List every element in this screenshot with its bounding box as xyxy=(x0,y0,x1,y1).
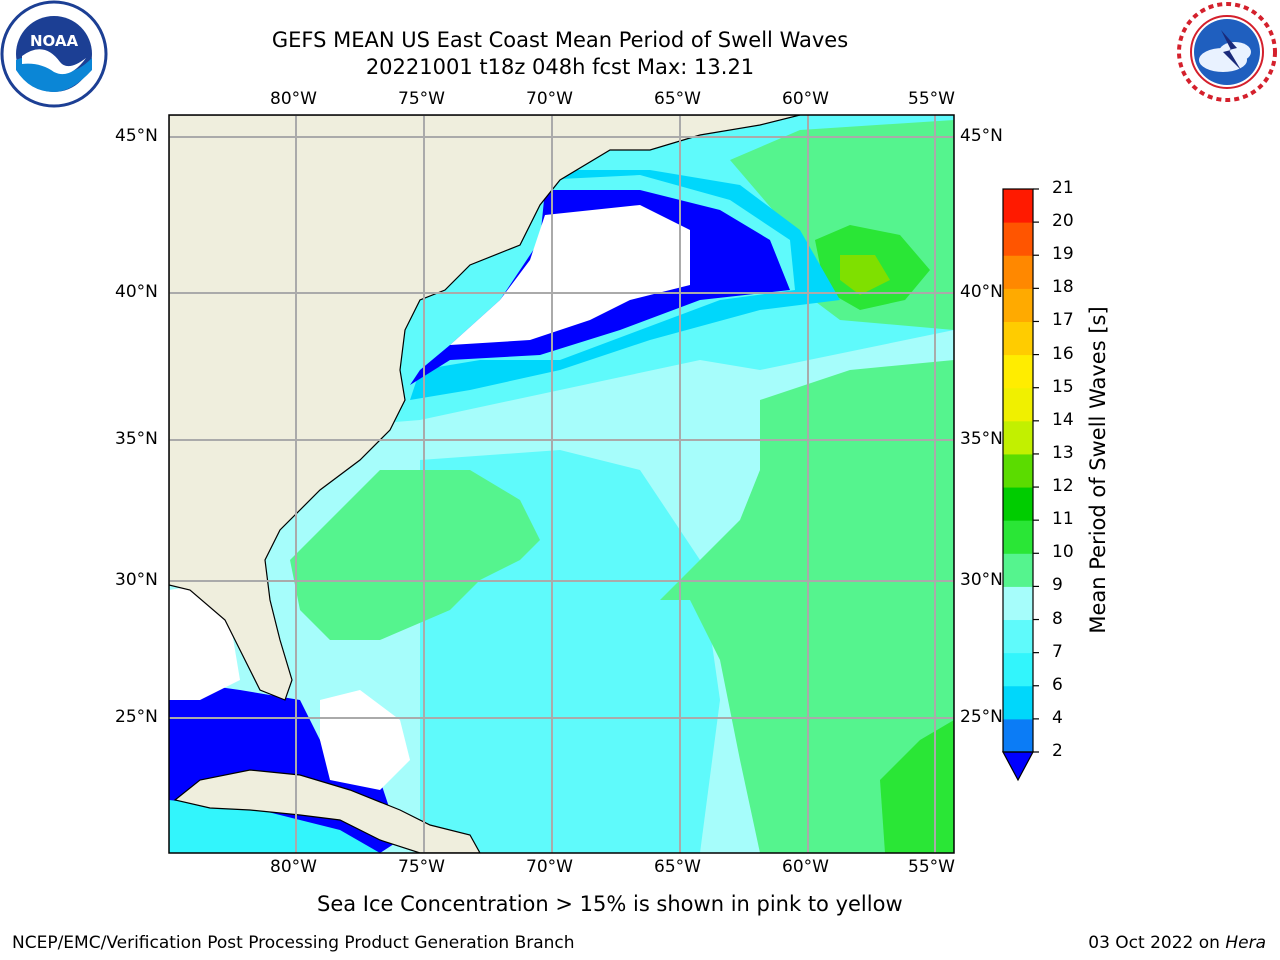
colorbar-bin xyxy=(1003,354,1033,389)
sea-ice-note: Sea Ice Concentration > 15% is shown in … xyxy=(317,892,903,916)
colorbar-bin xyxy=(1003,718,1033,753)
colorbar-tick-label: 10 xyxy=(1052,542,1074,563)
colorbar-tick-label: 6 xyxy=(1052,674,1063,695)
colorbar-tick-label: 14 xyxy=(1052,409,1074,430)
lon-tick-top: 60°W xyxy=(782,89,829,109)
lon-tick-top: 70°W xyxy=(526,89,573,109)
lat-tick-left: 35°N xyxy=(115,429,158,449)
lon-tick-top: 65°W xyxy=(654,89,701,109)
lat-tick-right: 45°N xyxy=(960,126,1003,146)
colorbar-bin xyxy=(1003,652,1033,687)
lat-tick-left: 40°N xyxy=(115,282,158,302)
land-cuba xyxy=(173,769,481,853)
colorbar-tick-label: 18 xyxy=(1052,277,1074,298)
noaa-logo: NOAA xyxy=(0,0,108,108)
colorbar-tick-label: 19 xyxy=(1052,244,1074,265)
colorbar-tick-label: 21 xyxy=(1052,178,1074,198)
colorbar-tick-label: 4 xyxy=(1052,707,1063,728)
colorbar-tick-label: 15 xyxy=(1052,376,1074,397)
colorbar-bin xyxy=(1003,288,1033,322)
colorbar-bin xyxy=(1003,321,1033,356)
colorbar-frame xyxy=(1002,188,1034,753)
colorbar-tick-label: 2 xyxy=(1052,741,1063,761)
colorbar-bin xyxy=(1003,586,1033,621)
footer-credit: NCEP/EMC/Verification Post Processing Pr… xyxy=(12,933,575,953)
lat-tick-left: 45°N xyxy=(115,126,158,146)
chart-subtitle: 20221001 t18z 048h fcst Max: 13.21 xyxy=(365,55,755,79)
colorbar-bin xyxy=(1003,255,1033,289)
colorbar-tick-label: 12 xyxy=(1052,476,1074,497)
colorbar-title: Mean Period of Swell Waves [s] xyxy=(1086,306,1110,634)
lat-tick-left: 30°N xyxy=(115,570,158,590)
map-frame xyxy=(168,114,955,854)
swell-region-max xyxy=(840,255,890,295)
lon-tick-bottom: 75°W xyxy=(398,857,445,877)
noaa-logo-text: NOAA xyxy=(30,32,79,50)
footer-date: 03 Oct 2022 on Hera xyxy=(1088,933,1266,953)
lon-tick-bottom: 65°W xyxy=(654,857,701,877)
colorbar-bin xyxy=(1003,487,1033,521)
colorbar-bin xyxy=(1003,453,1033,488)
colorbar-bin xyxy=(1003,420,1033,455)
colorbar-bin xyxy=(1003,222,1033,256)
colorbar-bin xyxy=(1003,520,1033,554)
colorbar-tick-label: 16 xyxy=(1052,343,1074,364)
nws-logo xyxy=(1177,2,1277,102)
colorbar-bin xyxy=(1003,387,1033,422)
lon-tick-bottom: 60°W xyxy=(782,857,829,877)
colorbar-tick-label: 9 xyxy=(1052,575,1063,596)
colorbar-bin xyxy=(1003,619,1033,654)
lat-tick-left: 25°N xyxy=(115,707,158,727)
lat-tick-right: 40°N xyxy=(960,282,1003,302)
swell-region-6-7s-south xyxy=(169,800,380,853)
lon-tick-top: 75°W xyxy=(398,89,445,109)
lat-tick-right: 30°N xyxy=(960,570,1003,590)
swell-region-9-10s-west xyxy=(290,470,540,640)
colorbar-bin xyxy=(1003,685,1033,720)
lat-tick-right: 35°N xyxy=(960,429,1003,449)
footer-date-text: 03 Oct 2022 on xyxy=(1088,933,1226,953)
lat-tick-right: 25°N xyxy=(960,707,1003,727)
colorbar-tick-label: 13 xyxy=(1052,442,1074,463)
colorbar-tick-label: 8 xyxy=(1052,608,1063,629)
land-north-america xyxy=(169,115,801,701)
lon-tick-top: 80°W xyxy=(270,89,317,109)
swell-region-4-6s xyxy=(410,170,840,400)
colorbar-tick-label: 17 xyxy=(1052,310,1074,331)
lon-tick-top: 55°W xyxy=(908,89,955,109)
no-data-region-north xyxy=(450,205,690,345)
no-data-region-bahamas xyxy=(320,690,410,790)
footer-host: Hera xyxy=(1225,933,1266,953)
colorbar-bins xyxy=(1003,188,1039,753)
colorbar-tick-label: 7 xyxy=(1052,641,1063,662)
colorbar-bin xyxy=(1003,553,1033,587)
colorbar-tick-label: 11 xyxy=(1052,509,1074,530)
lon-tick-bottom: 55°W xyxy=(908,857,955,877)
colorbar-tick-label: 20 xyxy=(1052,211,1074,232)
lon-tick-bottom: 80°W xyxy=(270,857,317,877)
graticule xyxy=(169,115,954,853)
colorbar-bin xyxy=(1003,189,1033,223)
lon-tick-bottom: 70°W xyxy=(526,857,573,877)
chart-title: GEFS MEAN US East Coast Mean Period of S… xyxy=(271,28,849,52)
colorbar-under-arrow xyxy=(1001,751,1035,782)
